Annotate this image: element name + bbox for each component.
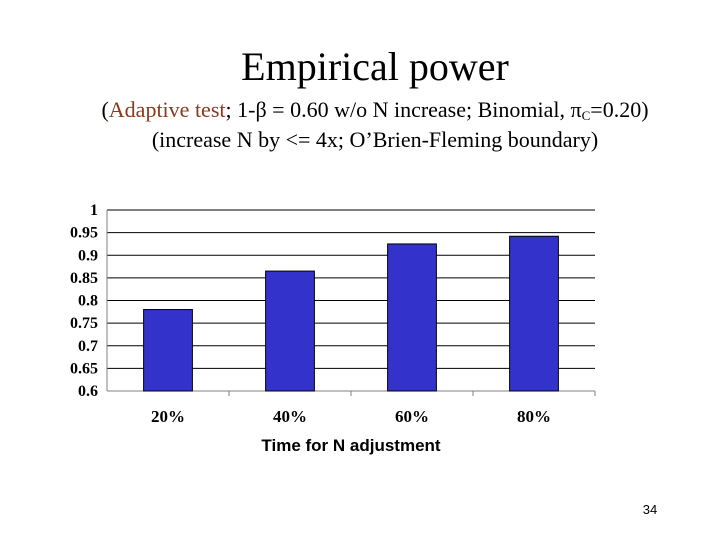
beta-symbol: β xyxy=(255,97,267,122)
subtitle-part-3: =0.20) xyxy=(590,97,649,122)
x-tick-label: 40% xyxy=(273,407,307,426)
bar-0 xyxy=(143,309,193,392)
y-tick-label: 1 xyxy=(90,202,98,219)
bar-1 xyxy=(265,270,315,392)
y-tick-label: 0.95 xyxy=(70,225,98,242)
x-tick-label: 60% xyxy=(395,407,429,426)
y-tick-label: 0.8 xyxy=(78,293,98,310)
x-tick-label: 20% xyxy=(151,407,185,426)
subtitle-line-1: (Adaptive test; 1-β = 0.60 w/o N increas… xyxy=(0,96,720,130)
y-tick-label: 0.7 xyxy=(78,338,98,355)
y-tick-label: 0.65 xyxy=(70,360,98,377)
bars xyxy=(143,235,559,392)
bar-3 xyxy=(509,235,559,392)
y-tick-label: 0.9 xyxy=(78,247,98,264)
subtitle-part-2: = 0.60 w/o N increase; Binomial, xyxy=(266,97,571,122)
y-tick-label: 0.6 xyxy=(78,383,98,400)
y-tick-label: 0.75 xyxy=(70,315,98,332)
y-tick-labels: 0.6 0.65 0.7 0.75 0.8 0.85 0.9 0.95 1 xyxy=(70,202,98,400)
x-tick-labels: 20% 40% 60% 80% xyxy=(151,407,551,426)
subtitle-line-2: (increase N by <= 4x; O’Brien-Fleming bo… xyxy=(151,127,599,152)
slide-title: Empirical power xyxy=(241,44,509,89)
x-axis-label: Time for N adjustment xyxy=(261,436,440,455)
subtitle-open-paren: ( xyxy=(101,97,109,122)
subtitle-part-1: ; 1- xyxy=(225,97,256,122)
bar-2 xyxy=(387,243,437,392)
x-tick-label: 80% xyxy=(517,407,551,426)
page-number: 34 xyxy=(642,502,658,517)
subtitle-accent-text: Adaptive test xyxy=(108,97,226,122)
pi-symbol: π xyxy=(570,97,582,122)
y-tick-label: 0.85 xyxy=(70,270,98,287)
pi-subscript: C xyxy=(581,108,591,123)
